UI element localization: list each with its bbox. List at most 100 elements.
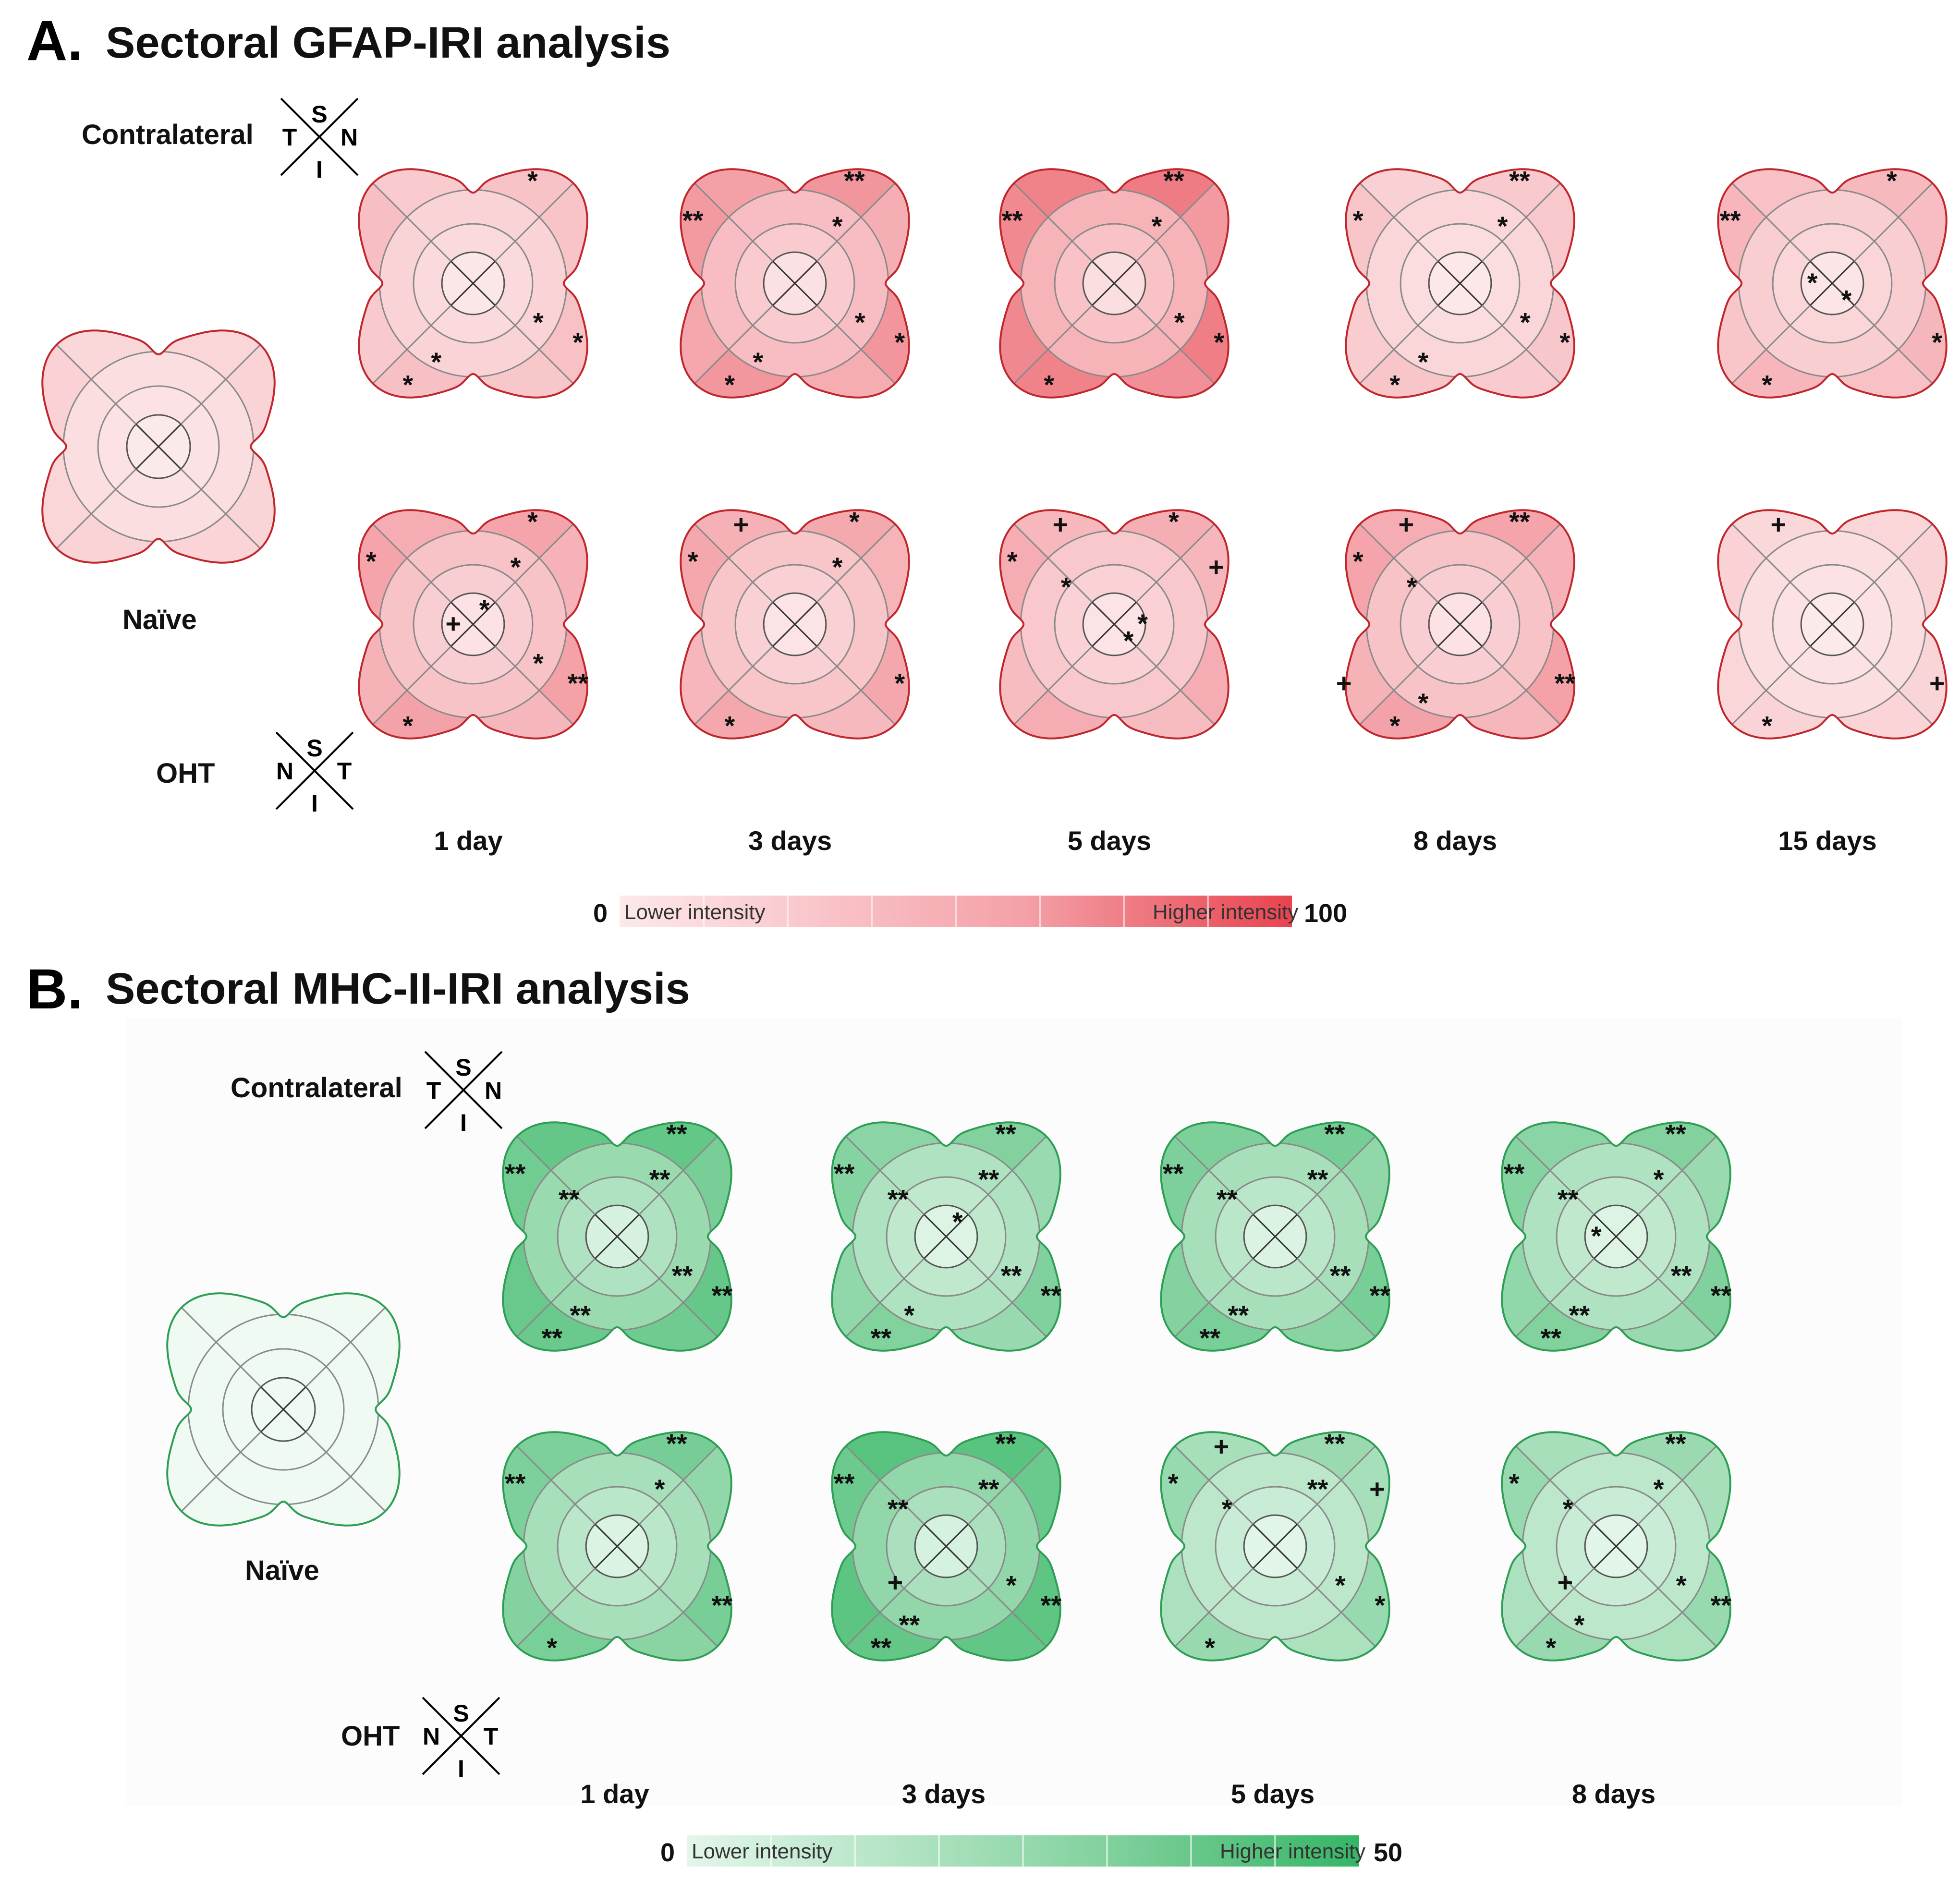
significance-mark: *	[1654, 1474, 1664, 1504]
significance-mark: *	[1222, 1493, 1232, 1524]
significance-mark: **	[1541, 1322, 1562, 1353]
significance-mark: *	[1353, 546, 1363, 576]
compass-left-letter: N	[423, 1723, 440, 1750]
panel-b-oht-label: OHT	[341, 1721, 400, 1752]
panel-a-legend-min: 0	[593, 899, 608, 928]
significance-mark: **	[978, 1164, 999, 1194]
significance-mark: *	[533, 648, 544, 679]
panel-b-letter: B.	[26, 958, 83, 1021]
panel-b-timepoint-label: 3 days	[902, 1779, 986, 1809]
panel-a-legend-high-text: Higher intensity	[1153, 900, 1298, 924]
significance-mark: **	[899, 1610, 920, 1640]
panel-b-legend-min: 0	[660, 1838, 675, 1867]
significance-mark: *	[1335, 1570, 1346, 1601]
significance-mark: **	[1163, 1158, 1184, 1189]
significance-mark: *	[688, 546, 698, 576]
compass-right-letter: T	[337, 758, 352, 785]
panel-a-contralateral-retina-1: * * * * *	[358, 166, 588, 400]
panel-b-compass-contralateral: ST NI	[424, 1051, 503, 1136]
significance-mark: *	[1353, 205, 1363, 235]
compass-line	[280, 97, 359, 176]
significance-mark: **	[1217, 1184, 1238, 1214]
significance-mark: **	[559, 1184, 580, 1214]
significance-mark: *	[1168, 1468, 1179, 1498]
compass-line	[422, 1697, 500, 1775]
compass-top-letter: S	[453, 1700, 469, 1727]
significance-mark: *	[1762, 710, 1772, 740]
significance-mark: *	[724, 369, 735, 400]
panel-a-timepoint-label: 15 days	[1778, 825, 1877, 856]
significance-mark: *	[1407, 571, 1417, 602]
significance-mark: **	[1370, 1280, 1391, 1310]
panel-b-timepoint-labels: 1 day 3 days 5 days 8 days	[580, 1779, 1656, 1809]
significance-mark: *	[366, 546, 377, 576]
significance-mark: +	[1208, 552, 1224, 582]
panel-a-timepoint-label: 8 days	[1413, 825, 1497, 856]
significance-mark: *	[724, 710, 735, 740]
significance-mark: *	[511, 552, 521, 582]
significance-mark: *	[1807, 267, 1818, 298]
panel-b-retina-maps: **** **************** **************** ****…	[166, 1119, 1731, 1662]
panel-b-legend: 0 Lower intensity Higher intensity 50	[660, 1835, 1402, 1867]
panel-a-oht-retina-5: + * +	[1717, 509, 1948, 740]
panel-b-contralateral-retina-3: **** ************	[1160, 1119, 1391, 1353]
significance-mark: **	[1569, 1300, 1590, 1330]
significance-mark: *	[1389, 710, 1400, 740]
panel-a-letter: A.	[26, 9, 83, 73]
significance-mark: *	[832, 552, 843, 582]
significance-mark: *	[527, 507, 538, 537]
significance-mark: *	[1123, 625, 1134, 655]
significance-mark: **	[1001, 1261, 1022, 1291]
significance-mark: *	[1169, 507, 1179, 537]
significance-mark: *	[849, 507, 860, 537]
panel-a-compass-oht: SN TI	[275, 731, 354, 817]
significance-mark: *	[1061, 571, 1071, 602]
compass-bottom-letter: I	[316, 156, 323, 183]
significance-mark: *	[1887, 166, 1897, 196]
significance-mark: +	[1053, 509, 1069, 540]
significance-mark: *	[1841, 284, 1852, 315]
significance-mark: *	[1006, 1570, 1017, 1601]
significance-mark: **	[1671, 1261, 1692, 1291]
panel-a-contralateral-label: Contralateral	[82, 119, 254, 150]
significance-mark: **	[871, 1322, 892, 1353]
significance-mark: **	[1504, 1158, 1525, 1189]
panel-b-oht-retina-3: *+ **** +****	[1160, 1429, 1390, 1662]
significance-mark: **	[1228, 1300, 1249, 1330]
significance-mark: *	[1520, 307, 1531, 338]
panel-b-naive-label: Naïve	[245, 1555, 319, 1586]
panel-b-timepoint-label: 1 day	[580, 1779, 649, 1809]
significance-mark: **	[834, 1158, 855, 1189]
panel-a-legend: 0 Lower intensity Higher intensity 100	[593, 896, 1347, 928]
significance-mark: *	[1563, 1493, 1573, 1524]
compass-left-letter: N	[276, 758, 293, 785]
significance-mark: **	[888, 1493, 909, 1524]
significance-mark: **	[1555, 668, 1576, 698]
significance-mark: **	[649, 1164, 670, 1194]
significance-mark: *	[572, 327, 583, 357]
significance-mark: **	[1720, 205, 1741, 235]
significance-mark: *	[1214, 327, 1224, 357]
significance-mark: **	[1330, 1261, 1351, 1291]
panel-a-timepoint-label: 5 days	[1068, 825, 1151, 856]
significance-mark: *	[1044, 369, 1054, 400]
panel-a-title: Sectoral GFAP-IRI analysis	[106, 18, 670, 67]
significance-mark: **	[542, 1322, 563, 1353]
panel-a-oht-retina-4: + ****+****	[1336, 507, 1576, 741]
significance-mark: *	[402, 710, 413, 740]
compass-bottom-letter: I	[458, 1755, 464, 1782]
significance-mark: *	[1137, 608, 1148, 639]
compass-bottom-letter: I	[460, 1109, 467, 1136]
significance-mark: **	[1558, 1184, 1579, 1214]
significance-mark: **	[1002, 205, 1023, 235]
significance-mark: +	[1399, 509, 1414, 540]
panel-a-timepoint-labels: 1 day 3 days 5 days 8 days 15 days	[434, 825, 1876, 856]
significance-mark: +	[1336, 668, 1352, 698]
significance-mark: **	[1665, 1429, 1686, 1459]
compass-right-letter: T	[484, 1723, 499, 1750]
significance-mark: *	[832, 211, 843, 241]
compass-line	[275, 731, 354, 810]
compass-left-letter: T	[426, 1077, 441, 1104]
significance-mark: **	[505, 1158, 526, 1189]
significance-mark: *	[1574, 1610, 1584, 1640]
